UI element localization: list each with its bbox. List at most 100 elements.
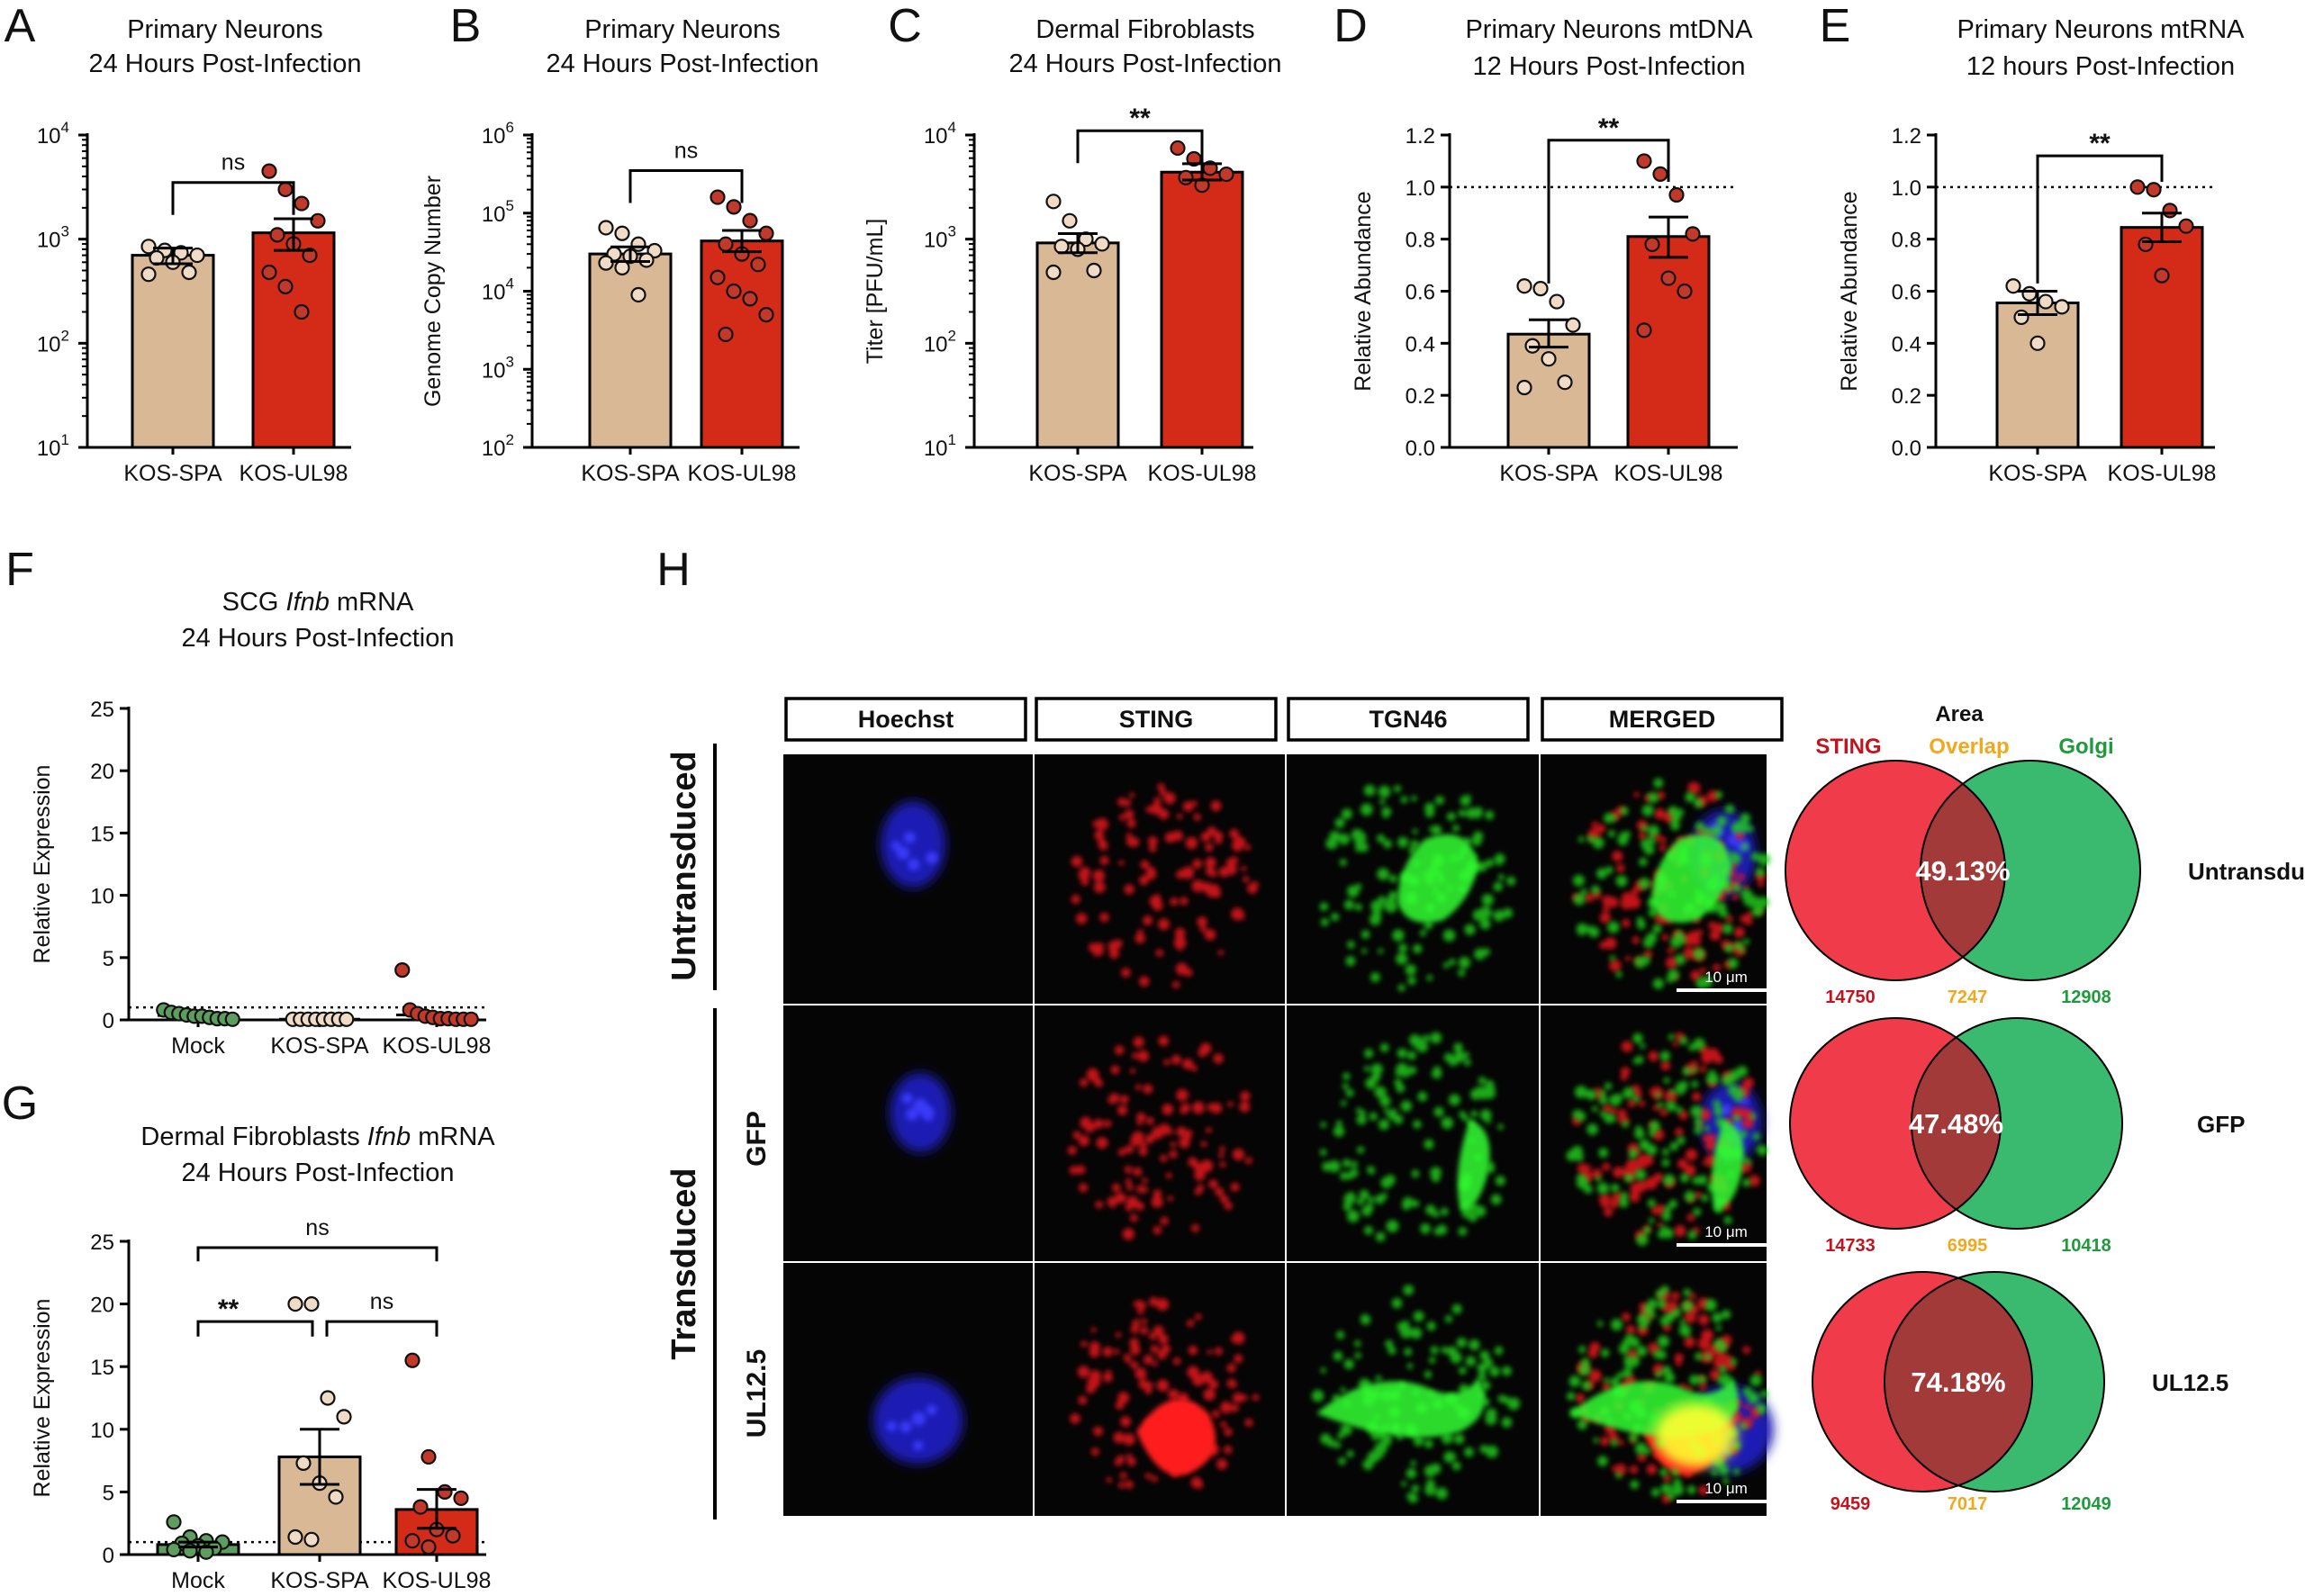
data-point	[1660, 270, 1677, 286]
speckle	[1116, 1455, 1125, 1464]
speckle	[1153, 797, 1162, 805]
speckle	[1696, 929, 1704, 935]
speckle	[1650, 838, 1657, 845]
speckle	[1411, 795, 1417, 802]
speckle	[1383, 839, 1392, 849]
data-point	[328, 1489, 344, 1505]
speckle	[1705, 1136, 1714, 1146]
speckle	[1478, 1077, 1487, 1085]
speckle	[1153, 1325, 1164, 1336]
y-tick-label: 1.2	[1406, 124, 1435, 149]
speckle	[1690, 1060, 1698, 1069]
speckle	[1654, 808, 1666, 820]
speckle	[1152, 1189, 1162, 1198]
speckle	[1622, 892, 1632, 903]
data-point	[2129, 179, 2146, 195]
speckle	[1600, 1437, 1610, 1447]
speckle	[1687, 1230, 1697, 1240]
speckle	[1424, 1139, 1434, 1150]
speckle	[1718, 1366, 1727, 1374]
y-tick-exponent: 3	[948, 223, 956, 240]
speckle	[1359, 1189, 1369, 1200]
speckle	[1336, 1330, 1345, 1339]
speckle	[1117, 1392, 1130, 1404]
speckle	[1725, 915, 1733, 924]
speckle	[1618, 1197, 1629, 1208]
speckle	[1714, 790, 1723, 799]
x-tick-label: Mock	[171, 1033, 225, 1059]
speckle	[1400, 1100, 1412, 1112]
speckle	[1502, 1366, 1512, 1376]
speckle	[1746, 911, 1753, 919]
x-tick-label: KOS-SPA	[270, 1568, 369, 1593]
panel-label-a: A	[5, 0, 36, 52]
speckle	[1497, 1123, 1504, 1131]
data-point	[261, 264, 277, 281]
speckle	[1406, 1050, 1416, 1060]
speckle	[1098, 838, 1106, 847]
speckle	[1577, 836, 1585, 843]
chart-title-part: Dermal Fibroblasts	[140, 1123, 366, 1151]
panel-label-d: D	[1333, 0, 1368, 52]
speckle	[1609, 1094, 1622, 1106]
speckle	[1641, 955, 1650, 966]
speckle	[1675, 953, 1686, 966]
speckle	[1665, 956, 1678, 969]
speckle	[1592, 836, 1604, 849]
speckle	[1572, 1109, 1583, 1120]
speckle	[1659, 1050, 1671, 1061]
speckle	[1151, 1475, 1158, 1483]
speckle	[1658, 1230, 1667, 1239]
data-point	[614, 225, 630, 241]
speckle	[1171, 1054, 1181, 1065]
speckle	[1191, 800, 1198, 807]
speckle	[1385, 1339, 1394, 1348]
speckle	[1649, 1129, 1657, 1137]
speckle	[1134, 1367, 1147, 1380]
speckle	[1604, 1082, 1613, 1090]
speckle	[1586, 925, 1595, 933]
speckle	[1067, 1145, 1077, 1155]
speckle	[1078, 1183, 1089, 1193]
speckle	[1109, 1202, 1116, 1209]
speckle	[1743, 938, 1750, 945]
speckle	[1506, 876, 1516, 886]
speckle	[1176, 1088, 1189, 1102]
data-point	[303, 1295, 320, 1312]
y-tick-label: 15	[90, 1356, 114, 1380]
speckle	[1672, 1041, 1678, 1047]
speckle	[1742, 1386, 1752, 1397]
y-tick-label: 20	[90, 760, 114, 784]
data-point	[1668, 186, 1685, 203]
scale-bar-label: 10 μm	[1704, 1480, 1748, 1497]
speckle	[1615, 970, 1623, 978]
data-point	[2005, 278, 2021, 294]
significance-bracket	[325, 1320, 438, 1337]
speckle	[1625, 1325, 1636, 1335]
speckle	[1137, 1308, 1144, 1315]
significance-label: **	[2089, 129, 2111, 158]
y-tick-base: 10	[37, 124, 61, 149]
panel-label-g: G	[2, 1078, 38, 1130]
speckle	[1365, 1078, 1377, 1089]
y-tick-base: 10	[924, 332, 948, 356]
speckle	[1598, 1148, 1609, 1159]
y-tick-label: 103	[482, 353, 514, 383]
speckle	[1451, 1303, 1462, 1314]
speckle	[1639, 1139, 1650, 1151]
speckle	[922, 1109, 935, 1122]
speckle	[1377, 868, 1389, 880]
speckle	[1399, 1326, 1413, 1339]
y-tick-label: 0.2	[1892, 384, 1921, 409]
speckle	[1197, 1184, 1205, 1192]
chart-title-line1: Primary Neurons mtRNA	[1957, 15, 2245, 44]
speckle	[1648, 792, 1659, 804]
bar	[1626, 235, 1711, 449]
speckle	[1231, 1404, 1239, 1412]
y-axis-label: Titer [PFU/mL]	[863, 219, 888, 365]
nucleus	[881, 801, 946, 888]
golgi-blob	[1457, 1120, 1490, 1211]
speckle	[1141, 1186, 1149, 1194]
speckle	[1195, 1313, 1202, 1321]
speckle	[1732, 1114, 1741, 1123]
